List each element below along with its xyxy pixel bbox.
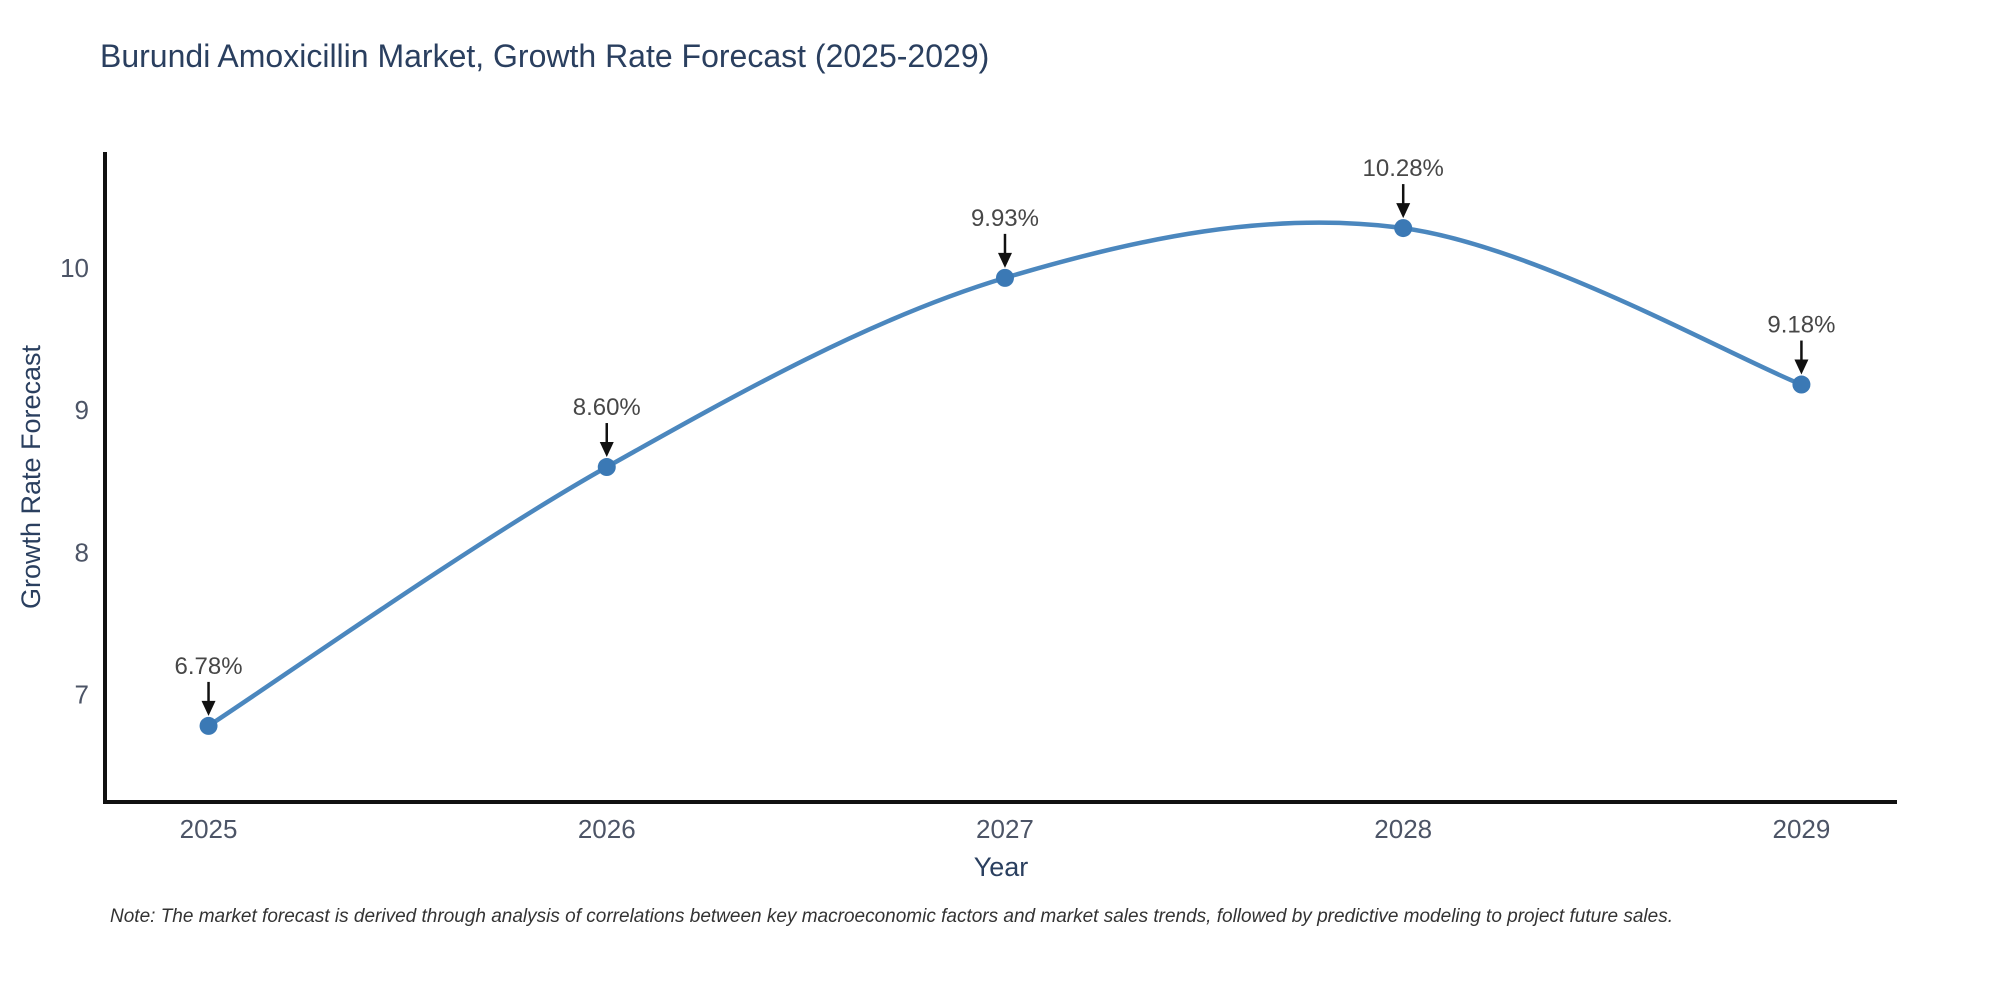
x-tick-label: 2027 <box>976 814 1034 844</box>
x-tick-label: 2025 <box>180 814 238 844</box>
y-tick-label: 10 <box>60 253 89 283</box>
data-point-marker <box>199 716 218 735</box>
forecast-line <box>206 220 1804 729</box>
annotation-arrowhead <box>997 252 1012 268</box>
y-tick-label: 9 <box>75 395 89 425</box>
annotation-arrowhead <box>1794 359 1809 375</box>
annotation-arrowhead <box>599 442 614 458</box>
data-point-marker <box>995 268 1014 287</box>
x-tick-label: 2026 <box>578 814 636 844</box>
data-point-marker <box>597 458 616 477</box>
annotation-label: 10.28% <box>1363 155 1444 182</box>
x-axis-title: Year <box>973 852 1029 882</box>
y-tick-label: 8 <box>75 537 89 567</box>
annotation-arrowhead <box>201 700 216 716</box>
footnote: Note: The market forecast is derived thr… <box>110 906 1673 927</box>
chart-title: Burundi Amoxicillin Market, Growth Rate … <box>100 38 990 74</box>
data-point-marker <box>1394 219 1413 238</box>
annotation-label: 6.78% <box>175 653 243 680</box>
y-tick-label: 7 <box>75 680 89 710</box>
x-tick-label: 2029 <box>1773 814 1831 844</box>
data-point-marker <box>1792 375 1811 394</box>
x-tick-label: 2028 <box>1374 814 1432 844</box>
annotation-label: 9.18% <box>1767 312 1835 339</box>
annotation-arrowhead <box>1396 203 1411 219</box>
annotation-label: 9.93% <box>971 205 1039 232</box>
annotation-label: 8.60% <box>573 394 641 421</box>
